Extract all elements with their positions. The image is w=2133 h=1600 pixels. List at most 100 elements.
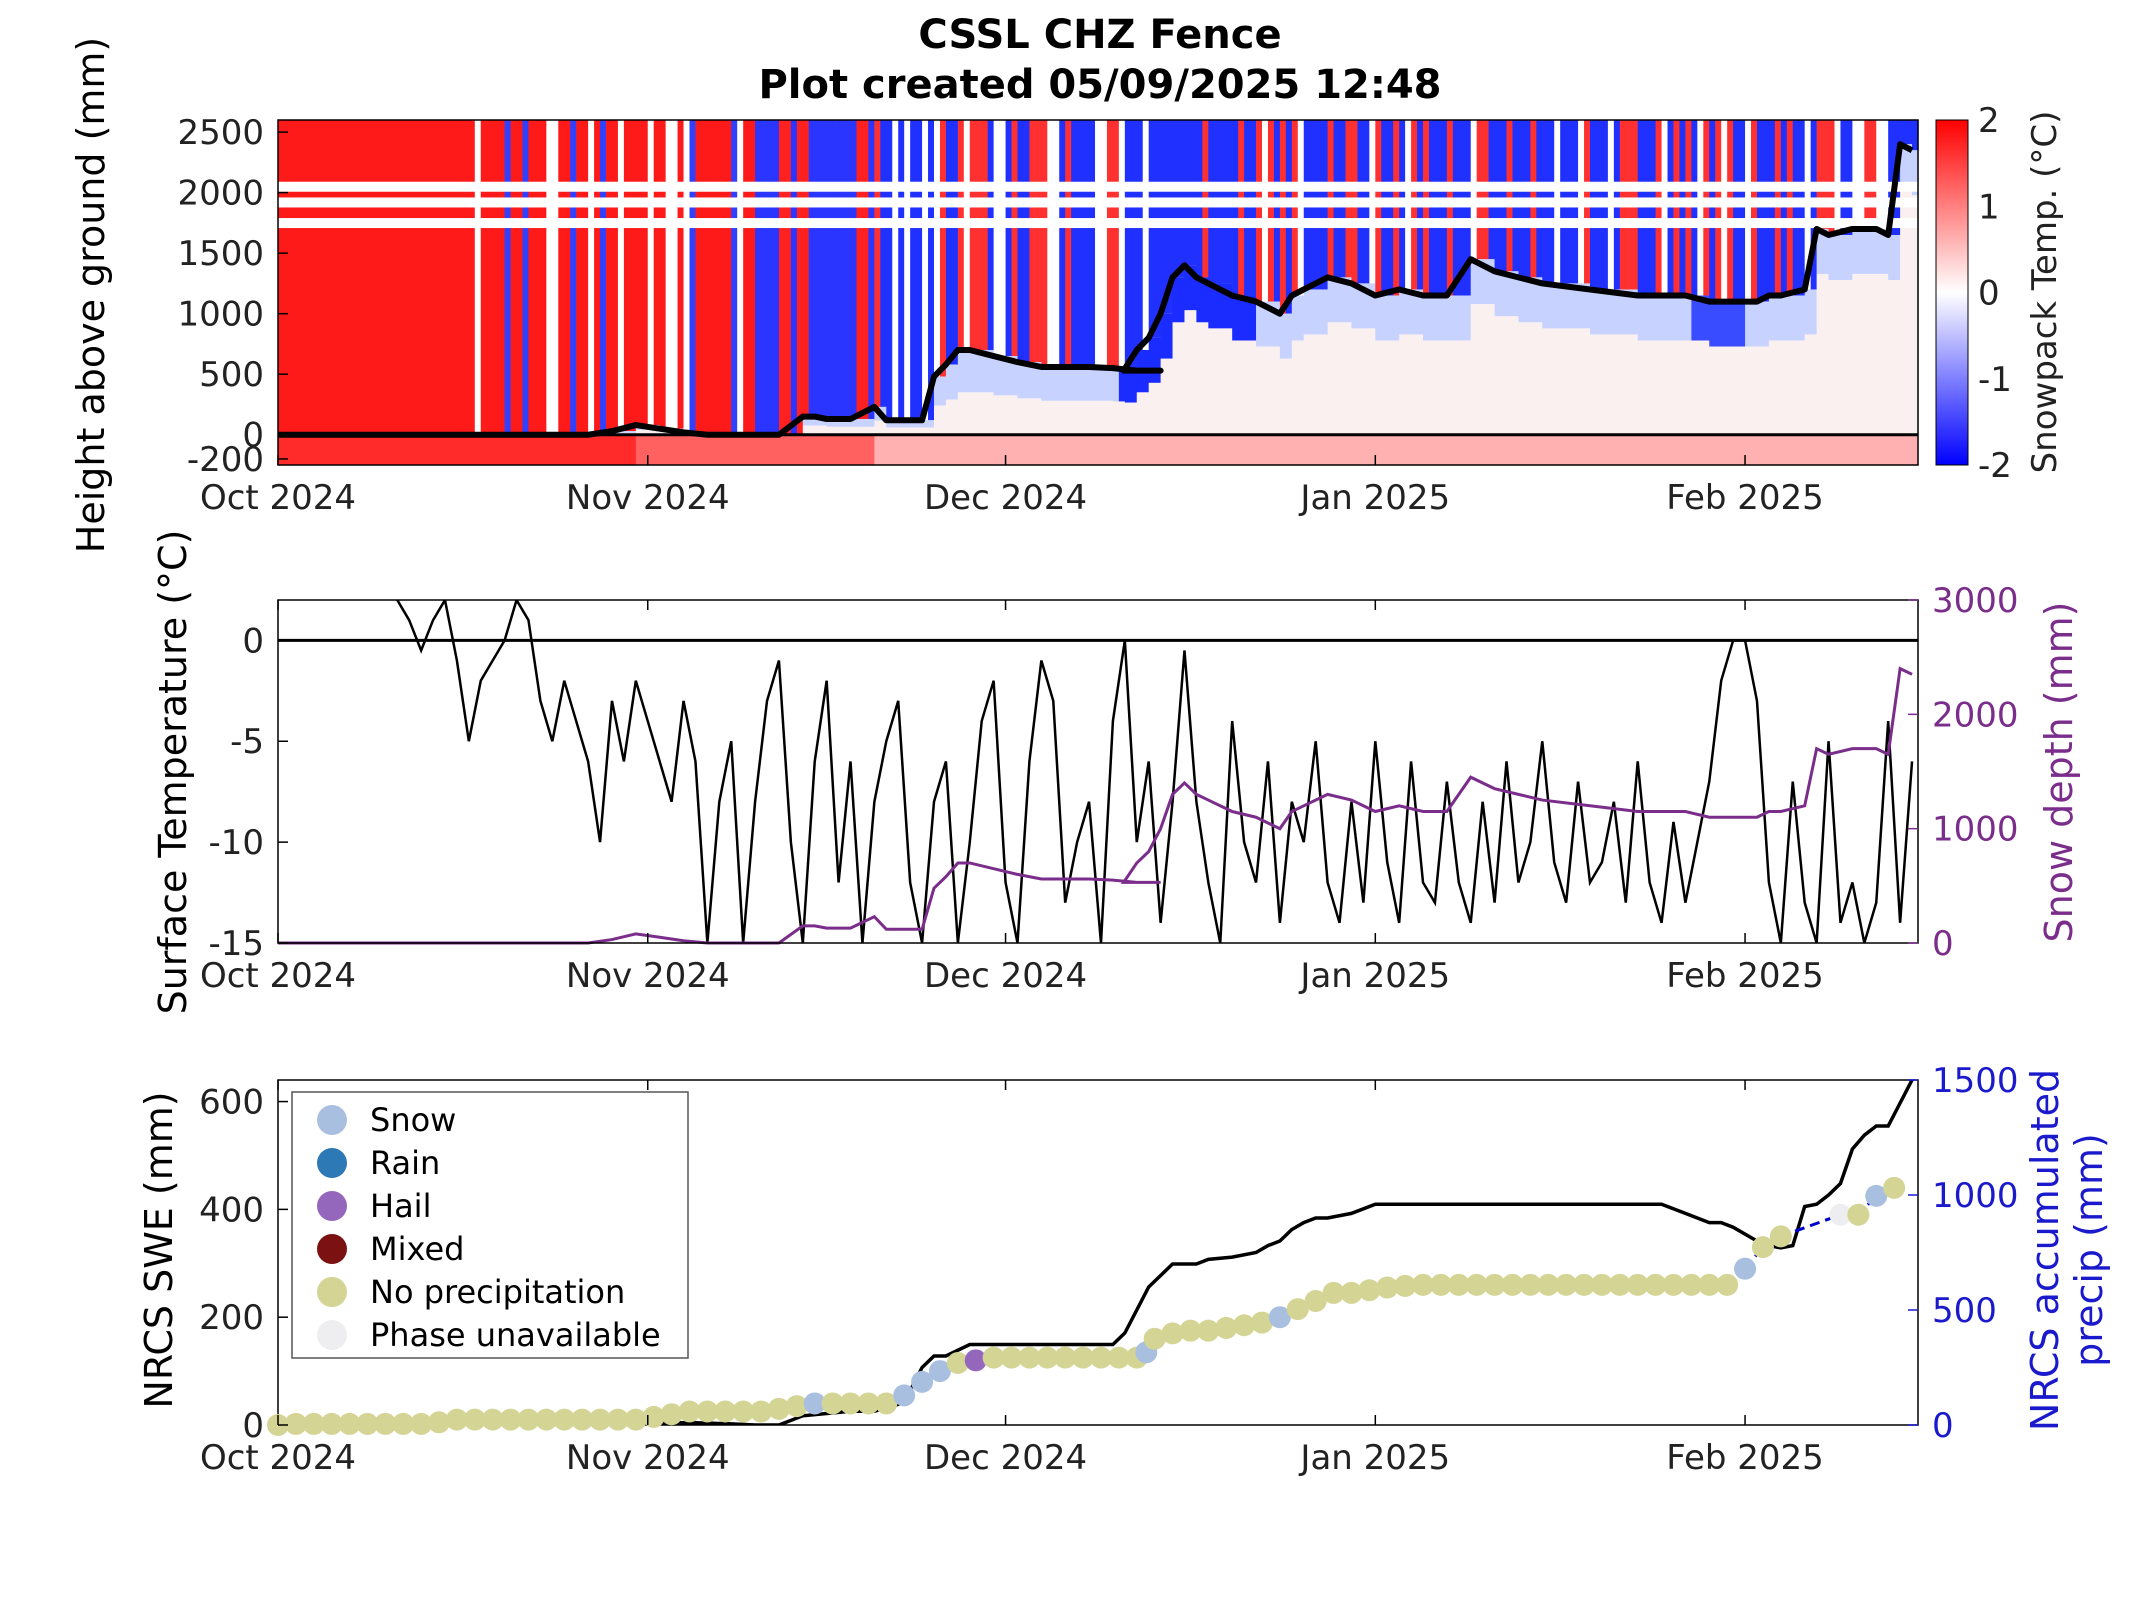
heatmap-air-cell: [1017, 120, 1025, 363]
heatmap-ground-cell: [814, 434, 822, 465]
heatmap-snow-cell: [1727, 301, 1734, 347]
heatmap-snow-cell: [1357, 283, 1364, 329]
heatmap-snow-cell: [1900, 189, 1907, 435]
heatmap-ground-cell: [1780, 434, 1788, 465]
heatmap-snow-cell: [1870, 228, 1877, 274]
legend-label: Snow: [370, 1101, 456, 1139]
heatmap-ground-cell: [1542, 434, 1549, 465]
heatmap-ground-cell: [1697, 434, 1704, 465]
heatmap-snow-cell: [1691, 295, 1698, 341]
swe-point: [1537, 1273, 1560, 1296]
heatmap-snow-cell: [1399, 289, 1406, 335]
heatmap-air-cell: [534, 120, 541, 435]
heatmap-air-cell: [1297, 120, 1305, 296]
legend-marker: [317, 1277, 347, 1307]
heatmap-ground-cell: [820, 434, 828, 465]
heatmap-snow-cell: [856, 426, 864, 435]
swe-point: [445, 1408, 468, 1431]
heatmap-snow-cell: [1035, 362, 1042, 399]
heatmap-snow-cell: [1005, 356, 1013, 396]
heatmap-air-cell: [444, 120, 452, 435]
heatmap-ground-cell: [427, 434, 434, 465]
heatmap-snow-cell: [1232, 295, 1239, 341]
heatmap-snow-cell: [1470, 304, 1478, 435]
swe-point: [1501, 1273, 1524, 1296]
heatmap-air-cell: [606, 120, 613, 435]
heatmap-ground-cell: [1315, 434, 1323, 465]
heatmap-ground-cell: [981, 434, 989, 465]
heatmap-snow-cell: [1912, 150, 1919, 196]
heatmap-snow-cell: [957, 350, 965, 393]
heatmap-ground-cell: [600, 434, 607, 465]
heatmap-snow-cell: [1709, 301, 1716, 347]
heatmap-air-cell: [1035, 120, 1042, 363]
heatmap-air-cell: [737, 120, 744, 435]
heatmap-snow-cell: [1566, 328, 1573, 435]
heatmap-ground-cell: [1333, 434, 1341, 465]
heatmap-snow-cell: [981, 350, 989, 393]
heatmap-snow-cell: [1536, 322, 1543, 435]
heatmap-snow-cell: [1780, 340, 1788, 435]
heatmap-air-cell: [1053, 120, 1060, 367]
heatmap-air-cell: [1464, 120, 1472, 296]
swe-point: [964, 1349, 987, 1372]
heatmap-ground-cell: [969, 434, 977, 465]
heatmap-snow-cell: [850, 419, 858, 427]
heatmap-air-cell: [1709, 120, 1716, 302]
snow-depth-line: [278, 141, 1914, 438]
heatmap-ground-cell: [695, 434, 703, 465]
y-tick-label: 0: [242, 416, 264, 456]
heatmap-snow-cell: [1685, 340, 1692, 435]
heatmap-snow-cell: [1745, 346, 1752, 435]
heatmap-snow-cell: [1303, 334, 1311, 435]
heatmap-air-cell: [1786, 120, 1794, 296]
heatmap-ground-cell: [1733, 434, 1740, 465]
heatmap-air-cell: [379, 120, 386, 435]
heatmap-air-cell: [1870, 120, 1877, 229]
heatmap-ground-cell: [564, 434, 571, 465]
heatmap-air-cell: [1023, 120, 1031, 363]
heatmap-snow-cell: [1715, 301, 1722, 347]
heatmap-ground-cell: [1619, 434, 1627, 465]
heatmap-snow-cell: [1655, 295, 1663, 341]
heatmap-air-cell: [1047, 120, 1054, 367]
heatmap-ground-cell: [1226, 434, 1233, 465]
swe-point: [1429, 1273, 1452, 1296]
heatmap-ground-cell: [1840, 434, 1848, 465]
heatmap-ground-cell: [1291, 434, 1299, 465]
heatmap-snow-cell: [1548, 283, 1555, 329]
heatmap-ground-cell: [283, 434, 291, 465]
heatmap-snow-cell: [1548, 328, 1555, 435]
swe-point: [589, 1408, 612, 1431]
heatmap-air-cell: [1387, 120, 1394, 296]
heatmap-air-cell: [522, 120, 530, 435]
heatmap-snow-cell: [1267, 346, 1275, 435]
heatmap-ground-cell: [1232, 434, 1239, 465]
legend-label: Mixed: [370, 1230, 464, 1268]
swe-point: [499, 1408, 522, 1431]
heatmap-snow-cell: [916, 427, 923, 435]
heatmap-ground-cell: [707, 434, 714, 465]
heatmap-snow-cell: [928, 420, 935, 428]
heatmap-ground-cell: [623, 434, 631, 465]
heatmap-snow-cell: [1047, 366, 1054, 401]
heatmap-ground-cell: [1059, 434, 1066, 465]
heatmap-snow-cell: [1595, 289, 1603, 335]
y2-axis-label-line2: precip (mm): [2067, 1133, 2111, 1367]
heatmap-air-cell: [939, 120, 947, 377]
heatmap-ground-cell: [385, 434, 392, 465]
heatmap-snow-cell: [1083, 366, 1090, 401]
heatmap-snow-cell: [1846, 280, 1853, 435]
heatmap-snow-cell: [934, 405, 941, 435]
heatmap-ground-cell: [832, 434, 840, 465]
heatmap-snow-cell: [1816, 273, 1824, 435]
heatmap-snow-cell: [820, 425, 828, 435]
heatmap-ground-cell: [1894, 434, 1901, 465]
heatmap-air-cell: [671, 120, 679, 429]
heatmap-ground-cell: [1446, 434, 1454, 465]
heatmap-snow-cell: [1906, 144, 1913, 190]
heatmap-snow-cell: [1399, 334, 1406, 435]
heatmap-air-cell: [1637, 120, 1645, 296]
heatmap-air-cell: [1136, 120, 1144, 350]
heatmap-snow-cell: [1637, 295, 1645, 341]
